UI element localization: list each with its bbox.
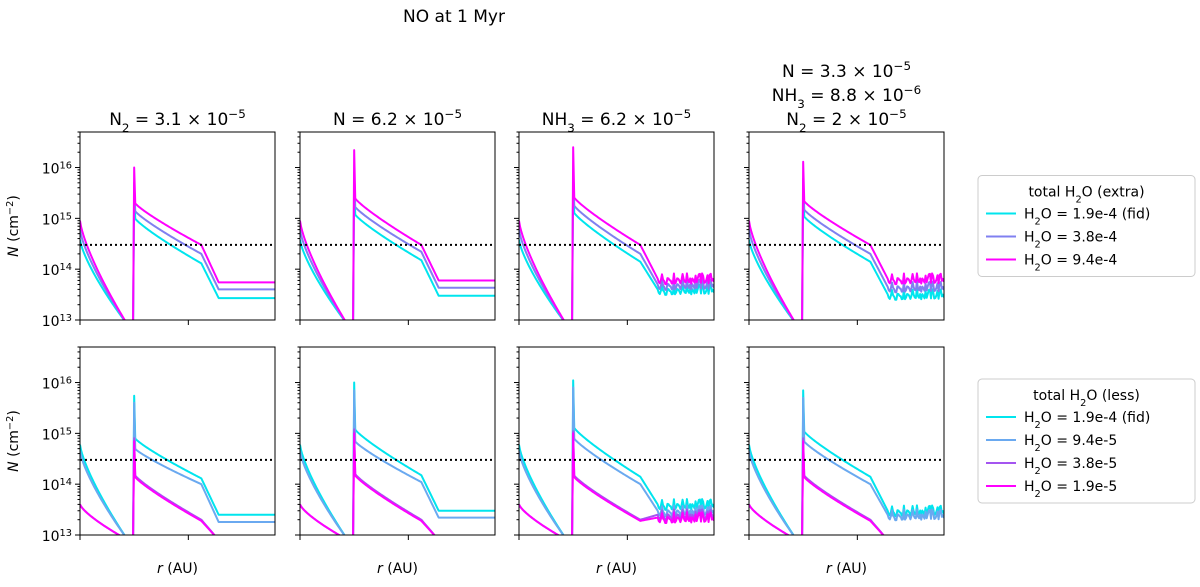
series-line-r1-c1-s2 [80, 181, 275, 320]
legend-row-1: total H2O (extra)H2O = 1.9e-4 (fid)H2O =… [977, 175, 1196, 277]
legend-title-1: total H2O (extra) [1028, 185, 1144, 206]
panel-r1-c3 [514, 131, 715, 325]
column-3-title-line-1: NH3 = 6.2 × 10−5 [542, 107, 691, 135]
series-line-r2-c2-s4 [300, 432, 436, 535]
series-line-r1-c3-s1 [519, 181, 714, 320]
series-line-r2-c2-s3 [300, 428, 436, 535]
y-tick-label-r2: 1016 [42, 375, 72, 393]
legend-frame-2 [977, 378, 1196, 504]
legend-label-2-2: H2O = 9.4e-5 [1024, 433, 1117, 454]
series-line-r1-c1-s3 [80, 166, 275, 320]
series-line-r1-c2-s1 [300, 184, 495, 320]
series-line-r2-c2-s2 [300, 389, 495, 535]
column-4-title-line-3: N2 = 2 × 10−5 [786, 107, 906, 135]
legend-label-2-3: H2O = 3.8e-5 [1024, 456, 1117, 477]
y-tick-label-r1: 1013 [42, 313, 72, 331]
column-1-title-line-1: N2 = 3.1 × 10−5 [109, 107, 246, 135]
series-line-r1-c3-s2 [519, 168, 714, 320]
y-tick-label-r1: 1016 [42, 160, 72, 178]
series-line-r2-c1-s2 [80, 401, 275, 535]
x-axis-label-c2: r (AU) [377, 561, 418, 577]
series-line-r2-c3-s2 [519, 386, 714, 535]
series-line-r2-c3-s4 [519, 432, 714, 535]
panel-r2-c3: r (AU) [514, 346, 715, 577]
y-tick-label-r2: 1015 [42, 426, 72, 444]
legend-frame-1 [977, 175, 1196, 277]
series-line-r2-c4-s2 [749, 396, 944, 535]
legend-label-2-1: H2O = 1.9e-4 (fid) [1024, 410, 1150, 431]
y-axis-label-r1: N (cm−2) [5, 195, 23, 257]
legend-row-2: total H2O (less)H2O = 1.9e-4 (fid)H2O = … [977, 378, 1196, 504]
panel-r1-c4 [744, 131, 945, 325]
series-line-r1-c4-s2 [749, 177, 944, 320]
legend-title-2: total H2O (less) [1033, 388, 1140, 409]
y-tick-label-r1: 1014 [42, 262, 72, 280]
x-axis-label-c4: r (AU) [826, 561, 867, 577]
series-line-r1-c3-s3 [519, 146, 714, 320]
series-line-r2-c4-s3 [749, 437, 885, 535]
legend-label-1-1: H2O = 1.9e-4 (fid) [1024, 207, 1150, 228]
series-line-r1-c1-s1 [80, 193, 275, 320]
column-4-title-line-1: N = 3.3 × 10−5 [782, 59, 911, 82]
y-tick-label-r1: 1015 [42, 211, 72, 229]
x-axis-label-c1: r (AU) [157, 561, 198, 577]
legend-label-2-4: H2O = 1.9e-5 [1024, 479, 1117, 500]
panel-r1-c1: 1013 1014 1015 1016 N (cm−2) [5, 131, 276, 331]
y-tick-label-r2: 1013 [42, 528, 72, 546]
panel-r2-c4: r (AU) [744, 346, 945, 577]
panel-r2-c1: 1013 1014 1015 1016 N (cm−2) r (AU) [5, 346, 276, 577]
series-line-r2-c4-s4 [749, 440, 885, 535]
series-line-r2-c1-s4 [80, 440, 216, 535]
legend-label-1-3: H2O = 9.4e-4 [1024, 253, 1117, 274]
panel-r2-c2: r (AU) [295, 346, 496, 577]
column-2-title-line-1: N = 6.2 × 10−5 [333, 107, 462, 130]
series-line-r1-c4-s3 [749, 160, 944, 320]
series-line-r1-c4-s1 [749, 189, 944, 320]
series-line-r1-c2-s3 [300, 149, 495, 320]
legend-label-1-2: H2O = 3.8e-4 [1024, 230, 1117, 251]
series-line-r1-c2-s2 [300, 171, 495, 320]
panel-r1-c2 [295, 131, 496, 325]
column-4-title-line-2: NH3 = 8.8 × 10−6 [772, 83, 921, 111]
y-tick-label-r2: 1014 [42, 477, 72, 495]
figure-title: NO at 1 Myr [403, 7, 505, 27]
x-axis-label-c3: r (AU) [596, 561, 637, 577]
series-line-r2-c1-s1 [80, 394, 275, 535]
y-axis-label-r2: N (cm−2) [5, 410, 23, 472]
